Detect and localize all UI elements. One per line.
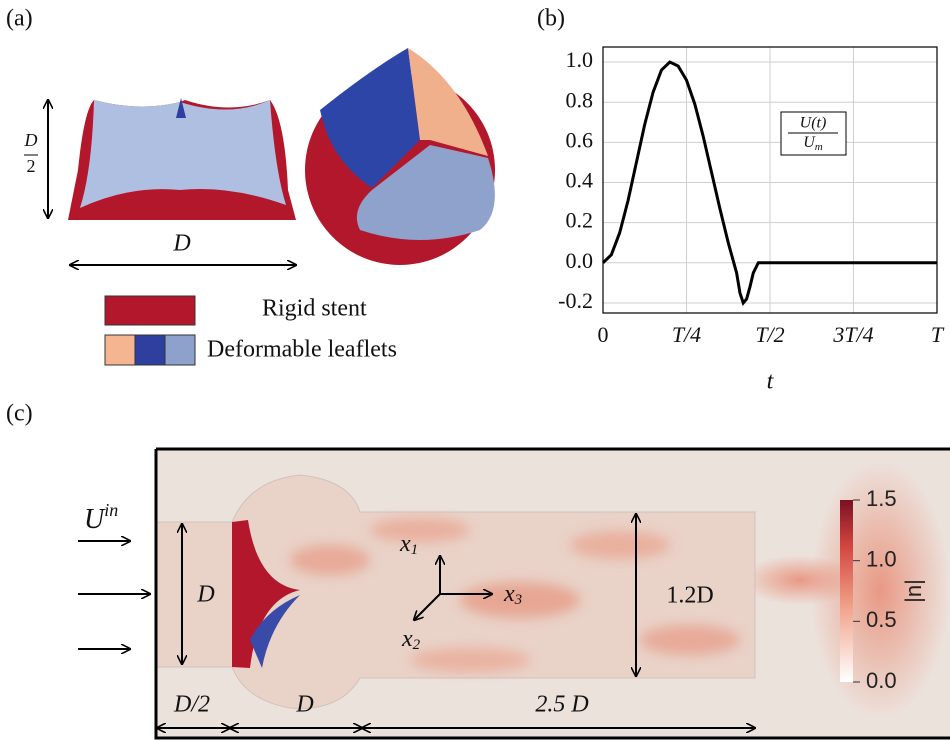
axis-base: x xyxy=(503,581,515,607)
axis-base: x xyxy=(399,531,411,557)
length-label: D xyxy=(295,692,313,718)
y-tick-label: 1.0 xyxy=(566,47,594,72)
legend-swatch xyxy=(105,296,195,325)
inlet-diameter: D xyxy=(196,582,214,608)
panel-label: (c) xyxy=(6,401,33,427)
length-label: D/2 xyxy=(173,692,210,718)
panel-label: (a) xyxy=(6,6,33,32)
legend-swatch xyxy=(165,335,195,365)
x-tick-label: T xyxy=(931,322,945,347)
inflow-label: Uin xyxy=(84,500,118,535)
leaflet-peach xyxy=(408,48,488,156)
colorbar-tick-label: 0.5 xyxy=(866,607,897,632)
colorbar-tick-label: 1.5 xyxy=(866,486,897,511)
height-numerator: D xyxy=(24,130,38,150)
x-tick-label: 0 xyxy=(598,322,609,347)
x-tick-label: T/4 xyxy=(672,322,701,347)
width-label: D xyxy=(172,231,190,257)
axis-sub: 2 xyxy=(413,637,421,653)
axis-sub: 1 xyxy=(411,542,419,558)
colorbar xyxy=(840,500,853,682)
y-tick-label: 0.2 xyxy=(566,208,594,233)
legend-label: Rigid stent xyxy=(262,296,367,322)
inflow-base: U xyxy=(84,504,106,535)
axis-sub: 3 xyxy=(514,592,523,608)
y-tick-label: 0.6 xyxy=(566,127,594,152)
axis-base: x xyxy=(401,626,413,652)
figure: (a) D 2 D Rigid stent Deformable leaflet… xyxy=(0,0,950,741)
colorbar-tick-label: 0.0 xyxy=(866,668,897,693)
inflow-sup: in xyxy=(104,500,118,520)
x-tick-label: T/2 xyxy=(755,322,784,347)
panel-label: (b) xyxy=(537,6,565,32)
y-tick-label: 0.4 xyxy=(566,168,594,193)
height-denominator: 2 xyxy=(27,156,36,176)
annotation-sub: m xyxy=(815,141,823,153)
colorbar-tick-label: 1.0 xyxy=(866,546,897,571)
legend-swatch xyxy=(105,335,135,365)
y-tick-label: 0.0 xyxy=(566,248,594,273)
length-label: 2.5 D xyxy=(535,692,588,718)
colorbar-label: |u| xyxy=(904,579,929,603)
outlet-diameter: 1.2D xyxy=(666,583,713,609)
legend-label: Deformable leaflets xyxy=(207,337,397,363)
y-tick-label: -0.2 xyxy=(558,288,593,313)
x-tick-label: 3T/4 xyxy=(832,322,873,347)
x-axis-label: t xyxy=(767,369,775,395)
y-tick-label: 0.8 xyxy=(566,87,594,112)
annotation-numerator: U(t) xyxy=(800,115,827,132)
legend-swatch xyxy=(135,335,165,365)
